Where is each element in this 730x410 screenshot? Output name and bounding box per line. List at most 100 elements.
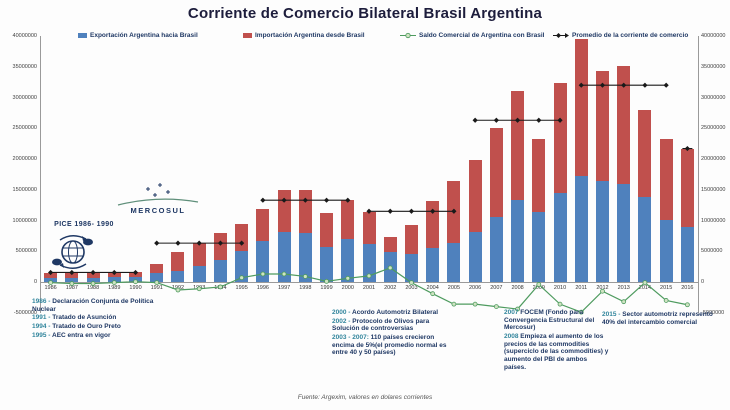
y-tick-15000000: 15000000	[12, 186, 37, 193]
export-bar-2015	[659, 219, 673, 282]
export-bar-1990	[129, 276, 143, 282]
import-bar-1997	[277, 190, 291, 233]
x-label-2015: 2015	[660, 285, 673, 291]
y-tick-0: 0	[701, 279, 705, 285]
left-annotation-3: 1995 - AEC entra en vigor	[32, 332, 164, 340]
svg-text:MERCOSUL: MERCOSUL	[131, 206, 186, 215]
x-label-1993: 1993	[193, 285, 206, 291]
annotation-text: Acordo Automotriz Bilateral	[352, 309, 439, 316]
x-label-1992: 1992	[171, 285, 185, 291]
export-bar-2003	[404, 253, 418, 282]
y-tick-35000000: 35000000	[701, 63, 726, 70]
export-bar-2005	[447, 242, 461, 282]
y-tick-20000000: 20000000	[701, 156, 726, 162]
x-label-2008: 2008	[511, 285, 524, 291]
legend-label: Exportación Argentina hacia Brasil	[90, 32, 198, 39]
annotation-text: 110 países crecieron encima de 5%(el pro…	[332, 333, 447, 357]
y-tick-5000000: 5000000	[15, 248, 37, 255]
annotation-year: 2003 - 2007:	[332, 333, 371, 341]
export-bar-1993	[192, 266, 206, 282]
exports-legend-swatch-icon	[78, 33, 87, 38]
legend-item-saldo: Saldo Comercial de Argentina con Brasil	[400, 32, 544, 39]
left-annotation-2: 1994 - Tratado de Ouro Preto	[32, 323, 164, 331]
zero-axis-line	[40, 282, 699, 283]
x-label-2005: 2005	[447, 285, 461, 291]
export-bar-2010	[553, 193, 567, 282]
export-bar-2009	[532, 211, 546, 282]
x-label-1996: 1996	[256, 285, 269, 291]
export-bar-2007	[489, 217, 503, 282]
y-tick-20000000: 20000000	[12, 156, 37, 162]
promedio-marker-2009	[536, 117, 542, 123]
export-bar-2011	[574, 175, 588, 282]
x-label-2009: 2009	[532, 285, 545, 291]
annotation-text: Protocolo de Olivos para Solución de con…	[332, 317, 430, 333]
promedio-marker-2007	[493, 117, 499, 123]
export-bar-1998	[298, 233, 312, 282]
import-bar-2003	[404, 224, 418, 254]
y-tick-30000000: 30000000	[12, 94, 37, 101]
y-tick-40000000: 40000000	[701, 33, 726, 39]
left-annotation-0: 1986 - Declaración Conjunta de Política …	[32, 298, 164, 313]
y-tick-10000000: 10000000	[12, 217, 37, 224]
export-bar-2012	[595, 181, 609, 282]
import-bar-2005	[447, 181, 461, 243]
x-label-1991: 1991	[150, 285, 163, 291]
annotation-block-center: 2000 - Acordo Automotriz Bilateral 2002 -…	[332, 309, 448, 358]
y-tick-40000000: 40000000	[12, 33, 37, 39]
saldo-marker-2016	[684, 302, 690, 308]
y-tick-5000000: 5000000	[701, 248, 723, 255]
legend-label: Importación Argentina desde Brasil	[255, 32, 365, 39]
annotation-text: Empieza el aumento de los precios de las…	[504, 332, 609, 371]
promedio-marker-1991	[154, 240, 160, 246]
import-bar-2016	[680, 148, 694, 227]
export-bar-1988	[86, 278, 100, 282]
mercosul-logo: MERCOSUL	[117, 183, 199, 215]
saldo-marker-2007	[493, 304, 499, 310]
x-label-2016: 2016	[681, 285, 694, 291]
x-label-1994: 1994	[214, 285, 227, 291]
source-note: Fuente: Argexim, valores en dolares corr…	[297, 394, 433, 401]
import-bar-2006	[468, 160, 482, 233]
saldo-marker-2013	[621, 299, 627, 305]
import-bar-1998	[298, 190, 312, 234]
export-bar-1999	[320, 246, 334, 282]
y-tick-10000000: 10000000	[701, 217, 726, 224]
annotation-text: Sector automotriz representó 40% del int…	[602, 311, 713, 326]
promedio-marker-1992	[175, 240, 181, 246]
export-bar-2000	[341, 238, 355, 282]
import-bar-1989	[107, 272, 121, 278]
import-bar-2012	[595, 71, 609, 182]
annotation-year: 2008	[504, 332, 521, 340]
saldo-marker-2006	[472, 301, 478, 307]
x-label-1999: 1999	[320, 285, 333, 291]
import-bar-2002	[383, 237, 397, 253]
import-bar-2007	[489, 128, 503, 218]
annotation-year: 2002 -	[332, 317, 353, 325]
export-bar-2014	[638, 196, 652, 282]
globe-trade-icon	[52, 235, 93, 269]
x-label-2006: 2006	[469, 285, 482, 291]
saldo-marker-2004	[430, 291, 436, 297]
export-bar-2013	[617, 183, 631, 282]
right-axis-line	[698, 36, 699, 313]
import-bar-2001	[362, 211, 376, 244]
imports-legend-swatch-icon	[243, 33, 252, 38]
promedio-marker-2014	[642, 82, 648, 88]
x-label-2011: 2011	[575, 285, 588, 291]
export-bar-1991	[150, 273, 164, 282]
import-bar-2015	[659, 139, 673, 220]
import-bar-2011	[574, 39, 588, 176]
export-bar-1986	[44, 277, 58, 282]
y-tick-25000000: 25000000	[701, 125, 726, 132]
x-label-2014: 2014	[638, 285, 652, 291]
y-tick-30000000: 30000000	[701, 94, 726, 101]
export-bar-2006	[468, 232, 482, 282]
promedio-marker-2006	[472, 117, 478, 123]
legend-item-imports: Importación Argentina desde Brasil	[243, 32, 365, 39]
import-bar-1986	[44, 272, 58, 278]
pice-period-label: PICE 1986- 1990	[54, 221, 114, 228]
annotation-text: AEC entra en vigor	[52, 331, 111, 339]
export-bar-2008	[511, 200, 525, 282]
saldo-marker-2010	[557, 301, 563, 307]
